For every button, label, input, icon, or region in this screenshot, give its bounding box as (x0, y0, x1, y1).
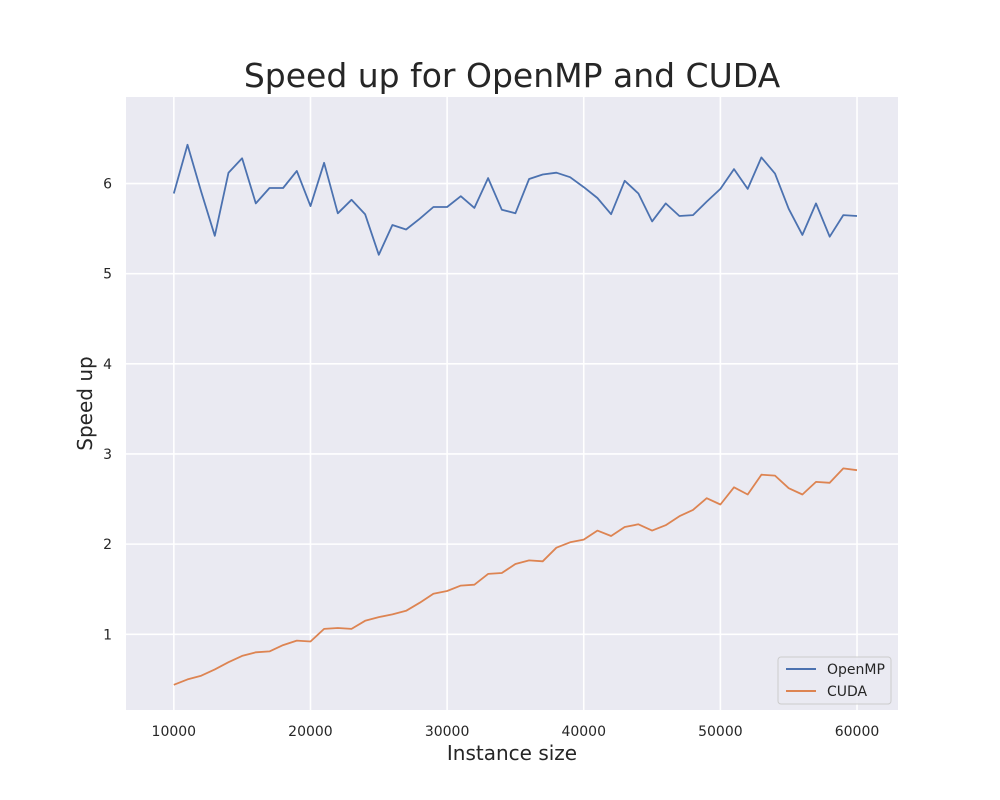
x-tick-label: 30000 (425, 724, 470, 740)
legend-label-cuda: CUDA (827, 684, 868, 700)
series-line-cuda (173, 467, 858, 686)
x-tick-label: 20000 (288, 724, 333, 740)
chart-title: Speed up for OpenMP and CUDA (244, 56, 781, 95)
x-tick-label: 60000 (835, 724, 880, 740)
legend: OpenMP CUDA (777, 656, 892, 705)
series-line-openmp (172, 143, 858, 256)
y-tick-label: 3 (103, 447, 112, 463)
x-axis-label: Instance size (447, 741, 577, 765)
y-tick-label: 6 (103, 177, 112, 193)
tick-labels: 10000 20000 30000 40000 50000 60000 1 2 3 4 5 6 (103, 177, 879, 740)
y-tick-label: 5 (103, 267, 112, 283)
plot-area (126, 97, 898, 710)
legend-label-openmp: OpenMP (827, 662, 885, 678)
x-tick-label: 10000 (152, 724, 197, 740)
y-tick-label: 4 (103, 357, 112, 373)
grid (126, 97, 898, 710)
x-tick-label: 50000 (698, 724, 743, 740)
y-tick-label: 2 (103, 537, 112, 553)
y-axis-label: Speed up (73, 356, 97, 450)
series-lines (172, 143, 858, 686)
y-tick-label: 1 (103, 627, 112, 643)
x-tick-label: 40000 (561, 724, 606, 740)
